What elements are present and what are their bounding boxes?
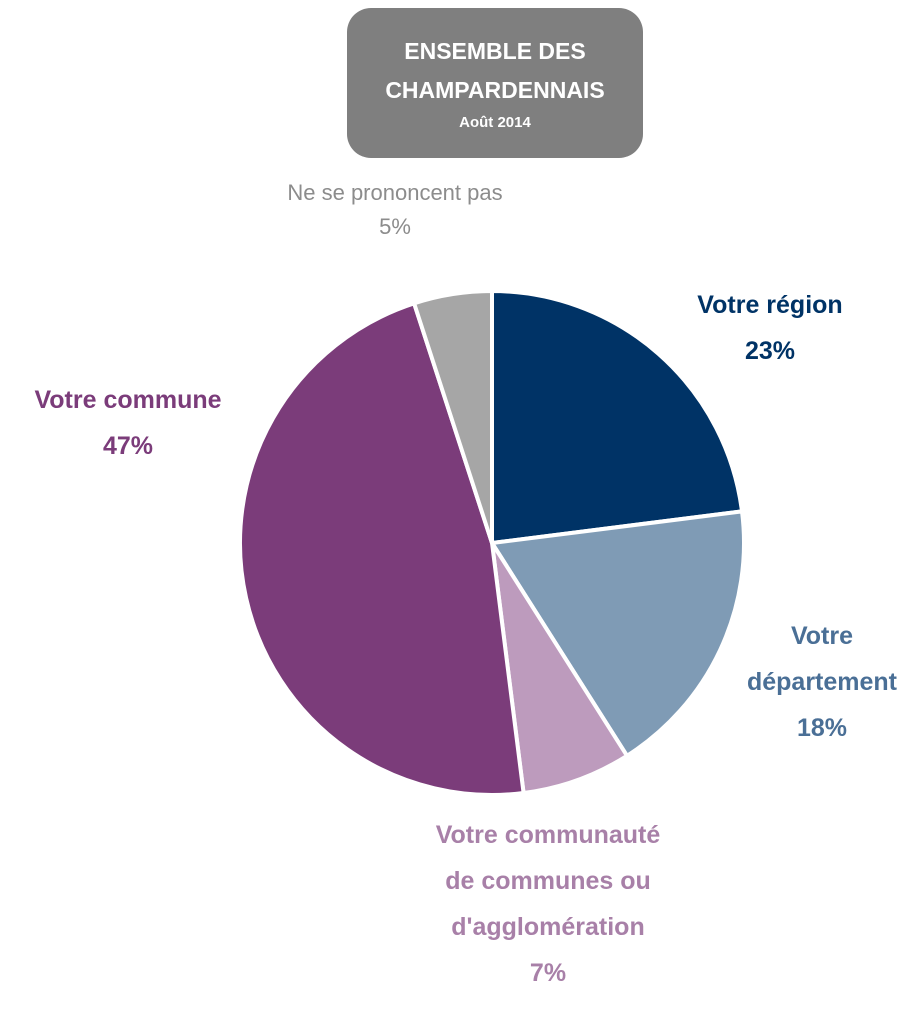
pie-slice [490,289,745,545]
slice-label: Votre commune 47% [0,377,263,469]
category-label: Votre région [697,291,843,319]
chart-subtitle: Août 2014 [459,114,531,131]
chart-title: ENSEMBLE DES CHAMPARDENNAIS [385,38,605,103]
category-label: Votre communauté de communes ou d'agglom… [435,821,661,941]
value-label: 47% [102,432,154,460]
value-label: 5% [379,214,411,239]
slice-label: Ne se prononcent pas 5% [275,176,515,244]
pie-slice [412,289,494,545]
category-label: Votre département [746,622,898,696]
category-label: Votre commune [34,386,222,414]
value-label: 7% [529,959,567,987]
slice-label: Votre communauté de communes ou d'agglom… [418,812,678,996]
title-box: ENSEMBLE DES CHAMPARDENNAIS Août 2014 [347,8,643,158]
pie-slice [490,509,746,758]
slice-label: Votre département 18% [722,613,922,751]
slice-label: Votre région 23% [670,282,870,374]
category-label: Ne se prononcent pas [287,180,503,205]
value-label: 23% [744,337,796,365]
value-label: 18% [796,714,848,742]
pie-slice [490,541,630,796]
